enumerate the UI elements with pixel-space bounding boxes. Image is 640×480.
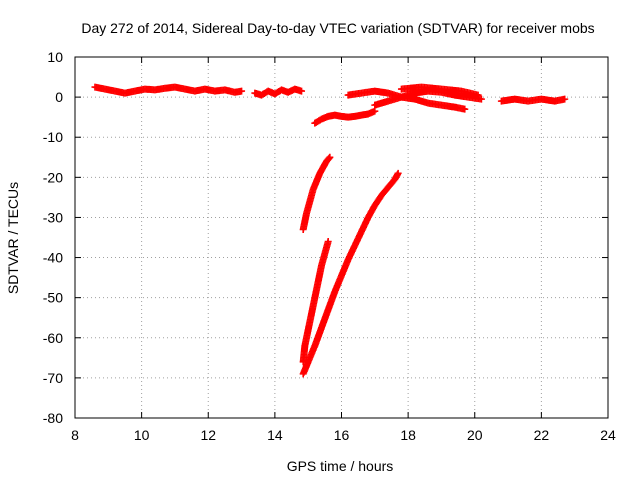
- y-tick-label: -70: [43, 370, 63, 386]
- y-tick-label: -60: [43, 330, 63, 346]
- y-axis-label: SDTVAR / TECUs: [5, 182, 21, 294]
- y-tick-label: 10: [47, 49, 63, 65]
- x-tick-label: 20: [467, 427, 483, 443]
- data-point: [371, 107, 379, 115]
- plus-marker: [325, 154, 333, 162]
- data-point: [324, 238, 332, 246]
- data-point: [394, 169, 402, 177]
- y-tick-label: 0: [55, 89, 63, 105]
- x-tick-label: 22: [534, 427, 550, 443]
- data-point: [298, 87, 306, 95]
- data-series: [299, 169, 402, 378]
- data-series: [251, 85, 306, 99]
- y-tick-label: -80: [43, 410, 63, 426]
- x-tick-label: 14: [267, 427, 283, 443]
- y-tick-label: -20: [43, 169, 63, 185]
- data-series: [299, 238, 332, 366]
- x-tick-label: 10: [134, 427, 150, 443]
- data-points: [91, 83, 569, 378]
- y-tick-label: -30: [43, 209, 63, 225]
- grid: [75, 57, 608, 418]
- chart-title: Day 272 of 2014, Sidereal Day-to-day VTE…: [81, 20, 594, 36]
- data-point: [326, 153, 334, 161]
- axis-ticks: 8 10 12 14 16 18 20 22 24 10 0 -10 -20 -30 -40 -50 -60 -7…: [43, 49, 616, 443]
- x-tick-label: 12: [200, 427, 216, 443]
- x-axis-label: GPS time / hours: [287, 458, 394, 474]
- x-tick-label: 16: [334, 427, 350, 443]
- data-point: [461, 105, 469, 113]
- x-tick-label: 18: [400, 427, 416, 443]
- data-point: [238, 87, 246, 95]
- plot-frame: [74, 56, 609, 419]
- data-series: [311, 107, 379, 127]
- y-tick-label: -40: [43, 250, 63, 266]
- x-tick-label: 8: [71, 427, 79, 443]
- y-tick-label: -50: [43, 290, 63, 306]
- data-series: [397, 83, 482, 99]
- data-series: [299, 153, 334, 233]
- data-point: [474, 91, 482, 99]
- data-point: [477, 95, 485, 103]
- y-tick-label: -10: [43, 129, 63, 145]
- data-point: [561, 95, 569, 103]
- data-series: [91, 83, 246, 97]
- data-series: [497, 95, 569, 105]
- x-tick-label: 24: [600, 427, 616, 443]
